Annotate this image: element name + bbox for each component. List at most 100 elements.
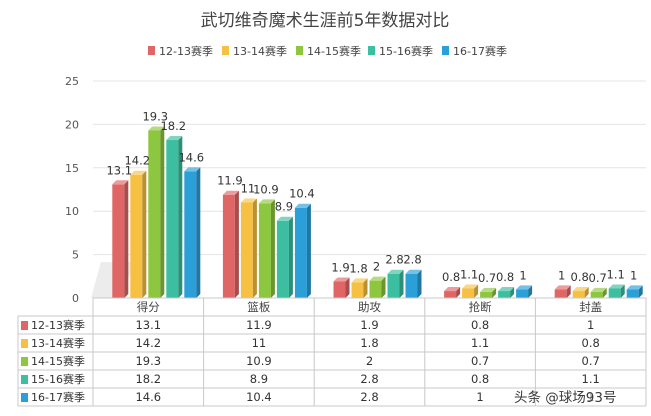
bar-top [608, 284, 625, 289]
bar-side [584, 287, 589, 298]
table-cell: 2.8 [360, 390, 378, 404]
bar-top [572, 287, 589, 292]
data-label: 0.8 [496, 270, 514, 284]
table-cell: 0.7 [471, 354, 489, 368]
bar-side [510, 287, 515, 298]
watermark: 头条 @球场93号 [514, 390, 617, 406]
bar-front [148, 130, 161, 298]
bar [554, 285, 571, 298]
row-swatch [21, 357, 28, 366]
bar [387, 269, 404, 298]
data-label: 2 [373, 260, 380, 274]
table-cell: 8.9 [250, 372, 268, 386]
bar-top [258, 199, 275, 204]
table-cell: 19.3 [135, 354, 161, 368]
bar [462, 284, 479, 298]
bar [405, 269, 422, 298]
bar-side [142, 170, 147, 298]
bar-side [252, 198, 257, 298]
bar-side [566, 285, 571, 298]
row-label: 14-15赛季 [31, 354, 85, 368]
row-swatch [21, 375, 28, 384]
bar-front [516, 289, 529, 298]
table-cell: 2.8 [360, 372, 378, 386]
bar [112, 180, 129, 298]
row-label: 16-17赛季 [31, 390, 85, 404]
bar-top [166, 136, 183, 141]
y-tick-label: 0 [72, 292, 79, 305]
data-label: 1 [558, 268, 565, 282]
y-tick-label: 10 [65, 205, 79, 218]
bar [166, 136, 183, 298]
bar-front [572, 291, 585, 298]
bar-side [196, 167, 201, 298]
bar-top [369, 276, 386, 281]
bar [184, 167, 201, 298]
data-label: 1.8 [349, 261, 367, 275]
table-cell: 0.8 [471, 372, 489, 386]
table-cell: 14.2 [135, 336, 161, 350]
data-label: 2.8 [403, 253, 421, 267]
bars [112, 126, 643, 298]
bar [572, 287, 589, 298]
bar-top [498, 287, 515, 292]
bar-side [306, 203, 311, 298]
bar-top [184, 167, 201, 172]
data-label: 1 [630, 268, 637, 282]
bar-front [222, 194, 235, 298]
bar-side [620, 284, 625, 298]
table-cell: 11 [252, 336, 267, 350]
bar [130, 170, 147, 298]
data-label: 1.1 [460, 267, 478, 281]
category-label: 篮板 [247, 300, 270, 314]
bar-top [294, 203, 311, 208]
bar-front [387, 273, 400, 298]
bar-top [240, 198, 257, 203]
bar-top [130, 170, 147, 175]
category-label: 助攻 [358, 300, 381, 314]
bar-top [148, 126, 165, 131]
table-cell: 10.9 [246, 354, 272, 368]
table-cell: 0.7 [582, 354, 600, 368]
bar-front [184, 171, 197, 298]
bar-front [166, 140, 179, 298]
bar [608, 284, 625, 298]
row-swatch [21, 321, 28, 330]
bar-top [444, 287, 461, 292]
bar-side [288, 216, 293, 298]
legend-label: 16-17赛季 [453, 44, 507, 58]
data-label: 10.9 [253, 182, 279, 196]
bar-side [528, 285, 533, 298]
bar-side [417, 269, 422, 298]
bar-front [626, 289, 639, 298]
bar-front [480, 291, 493, 298]
bar-front [608, 288, 621, 298]
bar-side [363, 278, 368, 298]
y-tick-label: 15 [65, 162, 79, 175]
bar-front [276, 220, 289, 298]
table-cell: 11.9 [246, 318, 272, 332]
bar [444, 287, 461, 298]
row-label: 13-14赛季 [31, 336, 85, 350]
table-row: 14-15赛季 19.3 10.9 2 0.7 0.7 [21, 354, 600, 368]
bar [516, 285, 533, 298]
table-row: 13-14赛季 14.2 11 1.8 1.1 0.8 [21, 336, 600, 350]
y-tick-label: 5 [72, 249, 79, 262]
table-cell: 0.8 [582, 336, 600, 350]
data-label: 0.7 [478, 271, 496, 285]
data-label: 0.7 [589, 271, 607, 285]
bar-top [351, 278, 368, 283]
bar [369, 276, 386, 298]
table-cell: 1.9 [360, 318, 378, 332]
bar-front [258, 203, 271, 298]
table-cell: 10.4 [246, 390, 272, 404]
bar [498, 287, 515, 298]
bar-front [405, 273, 418, 298]
data-label: 14.6 [178, 150, 204, 164]
y-tick-label: 25 [65, 75, 79, 88]
bar [480, 287, 497, 298]
bar-side [178, 136, 183, 298]
